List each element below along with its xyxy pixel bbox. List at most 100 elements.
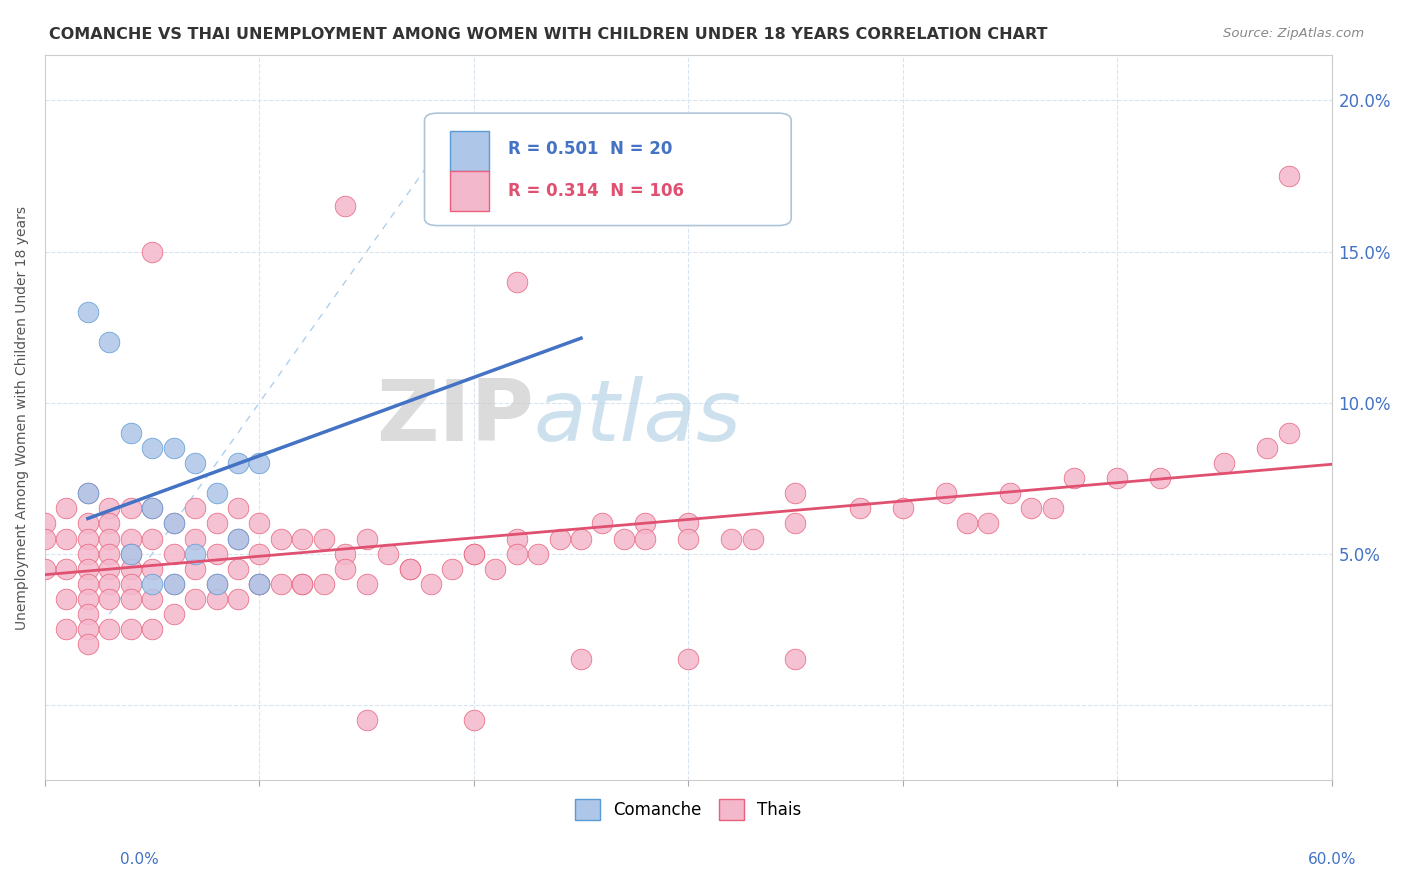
- Point: [785, 486, 807, 500]
- Point: [956, 516, 979, 531]
- Point: [34, 532, 56, 546]
- Point: [785, 652, 807, 666]
- Point: [1107, 471, 1129, 485]
- Point: [506, 547, 529, 561]
- Point: [120, 592, 142, 607]
- Point: [120, 532, 142, 546]
- Point: [205, 577, 228, 591]
- Point: [76, 607, 98, 621]
- Text: atlas: atlas: [534, 376, 742, 459]
- FancyBboxPatch shape: [425, 113, 792, 226]
- Point: [162, 516, 184, 531]
- Point: [463, 713, 485, 727]
- Point: [141, 577, 163, 591]
- Point: [1256, 441, 1278, 455]
- Point: [634, 532, 657, 546]
- Point: [98, 501, 121, 516]
- Point: [76, 486, 98, 500]
- Point: [184, 547, 207, 561]
- Point: [356, 532, 378, 546]
- Point: [720, 532, 742, 546]
- Point: [291, 577, 314, 591]
- Point: [634, 516, 657, 531]
- Point: [141, 532, 163, 546]
- Point: [335, 547, 357, 561]
- Point: [162, 607, 184, 621]
- Text: COMANCHE VS THAI UNEMPLOYMENT AMONG WOMEN WITH CHILDREN UNDER 18 YEARS CORRELATI: COMANCHE VS THAI UNEMPLOYMENT AMONG WOME…: [49, 27, 1047, 42]
- Point: [205, 577, 228, 591]
- Point: [76, 592, 98, 607]
- Point: [162, 577, 184, 591]
- Point: [484, 562, 506, 576]
- Point: [76, 516, 98, 531]
- Point: [226, 532, 249, 546]
- Point: [1149, 471, 1171, 485]
- Point: [55, 622, 77, 636]
- Point: [592, 516, 614, 531]
- Point: [312, 577, 335, 591]
- Point: [162, 577, 184, 591]
- Point: [184, 456, 207, 470]
- Point: [247, 577, 270, 591]
- Point: [356, 713, 378, 727]
- Point: [247, 547, 270, 561]
- Point: [1278, 425, 1301, 440]
- Point: [226, 532, 249, 546]
- Point: [569, 532, 592, 546]
- Point: [398, 562, 420, 576]
- Point: [98, 577, 121, 591]
- Point: [205, 486, 228, 500]
- Point: [247, 516, 270, 531]
- Point: [162, 516, 184, 531]
- Point: [55, 501, 77, 516]
- Point: [226, 501, 249, 516]
- Point: [398, 562, 420, 576]
- Point: [569, 652, 592, 666]
- Point: [678, 532, 700, 546]
- Point: [678, 652, 700, 666]
- Point: [1213, 456, 1236, 470]
- Text: 0.0%: 0.0%: [120, 852, 159, 867]
- Point: [205, 516, 228, 531]
- Point: [76, 305, 98, 319]
- Point: [76, 622, 98, 636]
- Point: [678, 516, 700, 531]
- Point: [312, 532, 335, 546]
- Point: [141, 501, 163, 516]
- Point: [98, 516, 121, 531]
- Point: [785, 516, 807, 531]
- Point: [463, 547, 485, 561]
- Point: [98, 547, 121, 561]
- Point: [76, 577, 98, 591]
- Text: 60.0%: 60.0%: [1309, 852, 1357, 867]
- Point: [226, 456, 249, 470]
- Point: [120, 547, 142, 561]
- Point: [184, 562, 207, 576]
- Point: [120, 501, 142, 516]
- Point: [98, 335, 121, 350]
- Point: [98, 562, 121, 576]
- Point: [141, 244, 163, 259]
- Point: [98, 592, 121, 607]
- Point: [335, 562, 357, 576]
- Text: R = 0.501  N = 20: R = 0.501 N = 20: [508, 140, 672, 159]
- Point: [55, 532, 77, 546]
- Point: [205, 592, 228, 607]
- Point: [141, 592, 163, 607]
- Point: [184, 532, 207, 546]
- Point: [34, 516, 56, 531]
- Point: [226, 562, 249, 576]
- Point: [120, 562, 142, 576]
- Point: [569, 199, 592, 213]
- Point: [141, 622, 163, 636]
- Point: [291, 532, 314, 546]
- Point: [527, 547, 550, 561]
- Point: [420, 577, 443, 591]
- Point: [247, 456, 270, 470]
- Point: [98, 622, 121, 636]
- Point: [76, 486, 98, 500]
- Point: [356, 577, 378, 591]
- Point: [120, 547, 142, 561]
- Point: [205, 547, 228, 561]
- Point: [891, 501, 914, 516]
